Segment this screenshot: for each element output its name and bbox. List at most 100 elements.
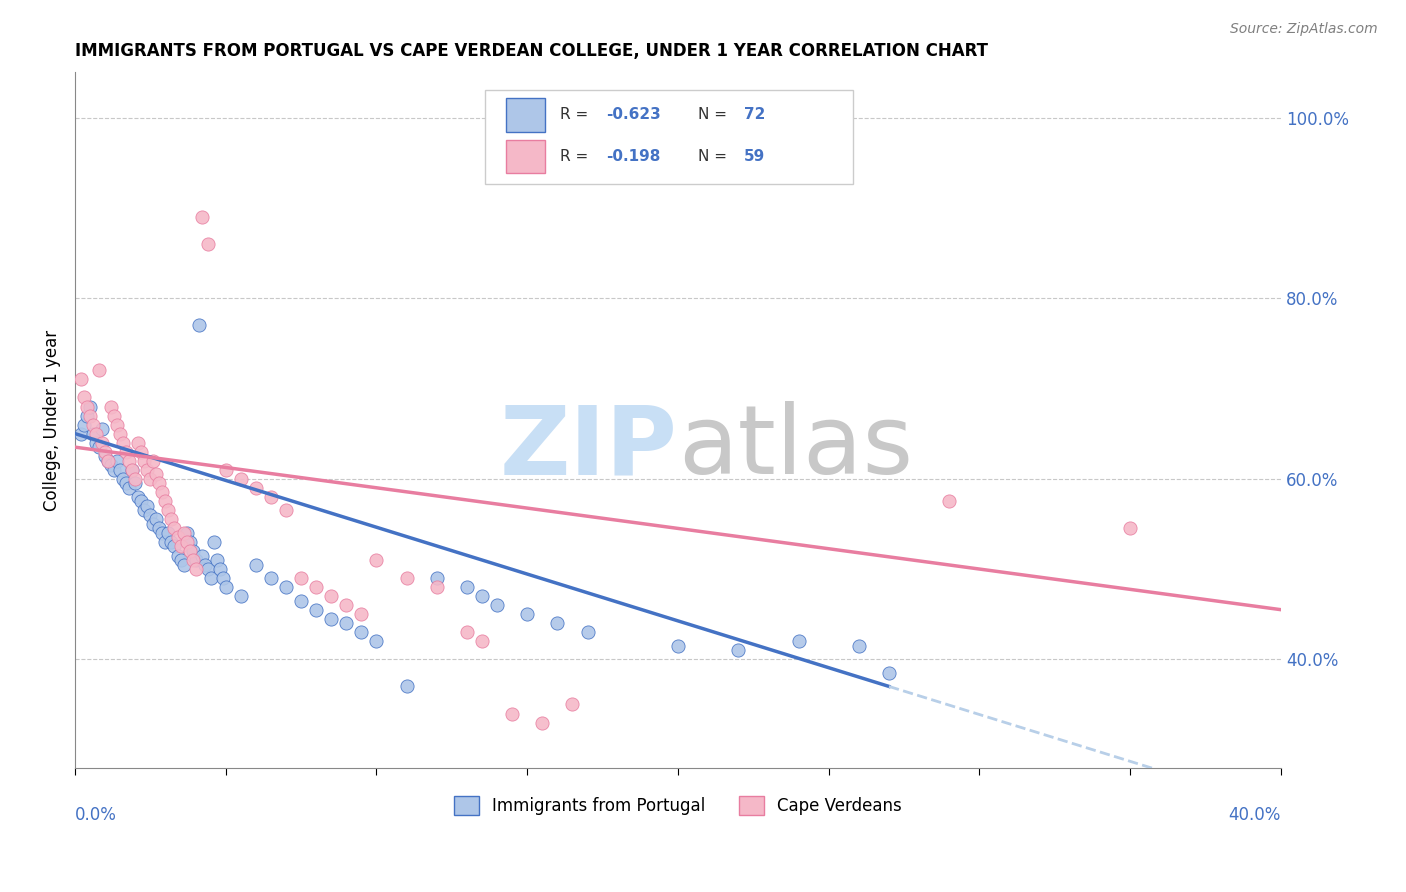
Point — [215, 463, 238, 477]
Point — [173, 558, 195, 572]
Point — [179, 535, 201, 549]
Point — [208, 562, 231, 576]
Point — [79, 409, 101, 423]
Text: 40.0%: 40.0% — [1229, 806, 1281, 824]
Point — [181, 544, 204, 558]
Text: Source: ZipAtlas.com: Source: ZipAtlas.com — [1230, 22, 1378, 37]
Point — [82, 417, 104, 432]
Point — [163, 540, 186, 554]
Point — [190, 549, 212, 563]
FancyBboxPatch shape — [485, 90, 853, 184]
Point — [456, 580, 478, 594]
Point — [155, 535, 177, 549]
Point — [335, 616, 357, 631]
Point — [202, 535, 225, 549]
Point — [173, 525, 195, 540]
Point — [79, 400, 101, 414]
Text: N =: N = — [699, 149, 733, 164]
Point — [157, 525, 180, 540]
Point — [169, 553, 191, 567]
Text: N =: N = — [699, 107, 733, 122]
Point — [145, 512, 167, 526]
Text: 72: 72 — [744, 107, 766, 122]
Point — [290, 593, 312, 607]
Point — [163, 521, 186, 535]
Point — [179, 544, 201, 558]
Point — [112, 435, 135, 450]
Point — [274, 503, 297, 517]
Point — [938, 494, 960, 508]
Point — [145, 467, 167, 482]
Point — [115, 444, 138, 458]
Text: R =: R = — [560, 149, 593, 164]
Point — [124, 472, 146, 486]
Point — [127, 435, 149, 450]
Point — [115, 476, 138, 491]
Point — [148, 521, 170, 535]
Text: -0.623: -0.623 — [606, 107, 661, 122]
Point — [134, 503, 156, 517]
Point — [121, 463, 143, 477]
Point — [350, 607, 373, 622]
Point — [366, 634, 388, 648]
Point — [877, 665, 900, 680]
Point — [142, 453, 165, 467]
Point — [426, 580, 449, 594]
Point — [148, 476, 170, 491]
Point — [131, 444, 153, 458]
Point — [471, 589, 494, 603]
Point — [727, 643, 749, 657]
Point — [274, 580, 297, 594]
Point — [471, 634, 494, 648]
Point — [561, 698, 583, 712]
Text: R =: R = — [560, 107, 593, 122]
Point — [131, 494, 153, 508]
Point — [245, 558, 267, 572]
Point — [84, 426, 107, 441]
Point — [546, 616, 568, 631]
Point — [105, 417, 128, 432]
Point — [181, 553, 204, 567]
Point — [184, 553, 207, 567]
Point — [190, 210, 212, 224]
Point — [136, 463, 159, 477]
Point — [426, 571, 449, 585]
Point — [176, 535, 198, 549]
Point — [127, 490, 149, 504]
Point — [100, 400, 122, 414]
Text: 0.0%: 0.0% — [75, 806, 117, 824]
Point — [197, 562, 219, 576]
Point — [70, 426, 93, 441]
Point — [166, 531, 188, 545]
Y-axis label: College, Under 1 year: College, Under 1 year — [44, 329, 60, 510]
Point — [516, 607, 538, 622]
Point — [531, 715, 554, 730]
Point — [89, 440, 111, 454]
Point — [89, 363, 111, 377]
Point — [200, 571, 222, 585]
Text: -0.198: -0.198 — [606, 149, 659, 164]
Point — [260, 490, 283, 504]
Point — [187, 318, 209, 333]
Text: 59: 59 — [744, 149, 765, 164]
Point — [229, 589, 252, 603]
Point — [142, 516, 165, 531]
Legend: Immigrants from Portugal, Cape Verdeans: Immigrants from Portugal, Cape Verdeans — [447, 789, 908, 822]
Point — [139, 472, 162, 486]
Point — [76, 409, 98, 423]
Point — [112, 472, 135, 486]
Point — [260, 571, 283, 585]
Point — [105, 453, 128, 467]
Point — [205, 553, 228, 567]
Point — [350, 625, 373, 640]
Point — [91, 422, 114, 436]
Point — [118, 453, 141, 467]
Point — [155, 494, 177, 508]
Point — [124, 476, 146, 491]
Point — [152, 525, 174, 540]
Point — [160, 512, 183, 526]
Point — [82, 426, 104, 441]
Point — [110, 463, 132, 477]
Point — [366, 553, 388, 567]
Point — [290, 571, 312, 585]
